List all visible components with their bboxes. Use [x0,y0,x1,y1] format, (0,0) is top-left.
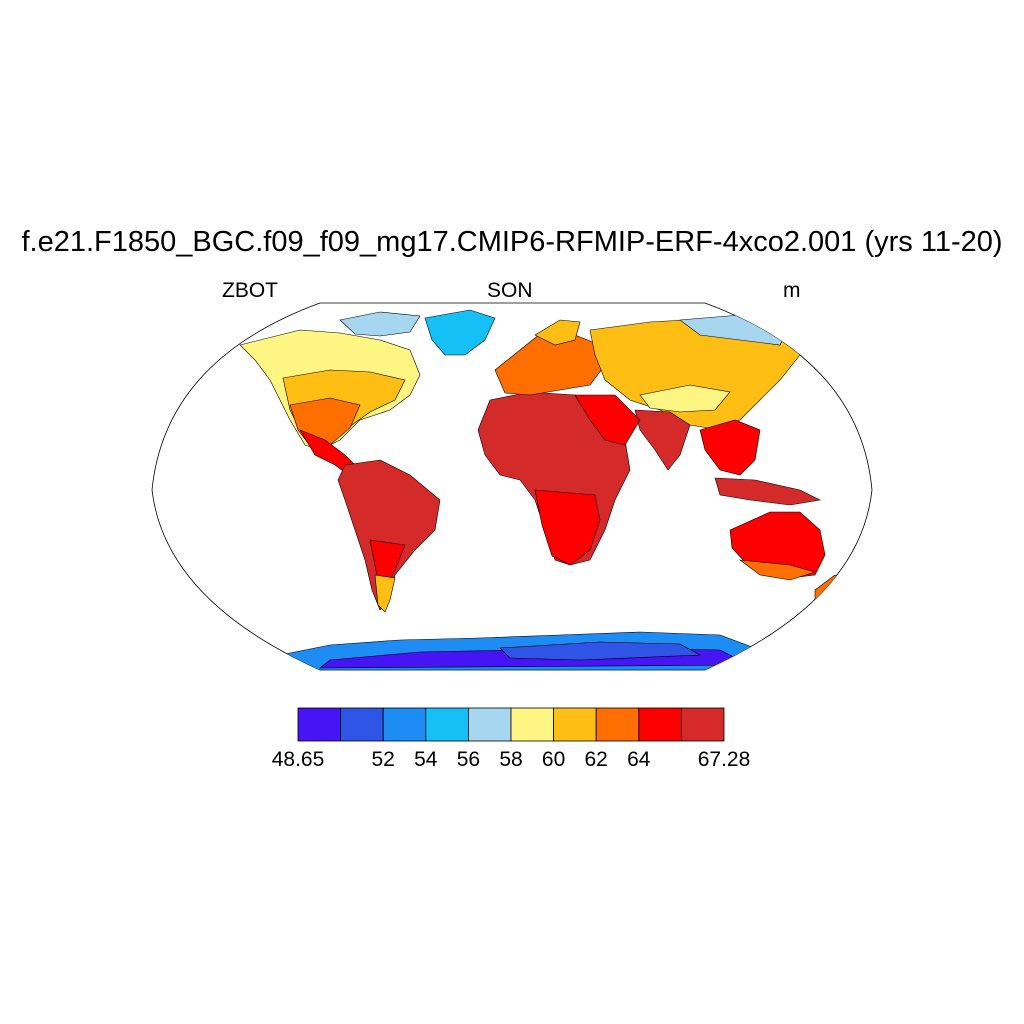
arctic-islands [339,311,421,337]
greenland-land [424,309,496,356]
variable-label: ZBOT [222,279,278,302]
australia-south [738,559,817,581]
india-land [634,409,691,471]
colorbar-box-1 [340,707,384,742]
indonesia-islands [714,477,821,506]
season-label: SON [487,279,533,302]
colorbar [297,707,725,742]
colorbar-box-6 [553,707,597,742]
colorbar-label: 58 [499,748,523,771]
tibet-plateau [639,384,731,413]
colorbar-label: 62 [584,748,608,771]
antarctica-plateau [499,641,702,661]
colorbar-label: 60 [541,748,566,771]
colorbar-label: 54 [414,748,438,771]
colorbar-box-9 [681,707,725,742]
colorbar-box-4 [467,707,512,742]
plot-title: f.e21.F1850_BGC.f09_f09_mg17.CMIP6-RFMIP… [21,226,1003,258]
colorbar-label: 52 [371,748,395,771]
patagonia-land [374,574,396,613]
southeast-asia [699,419,761,476]
middle-east-land [574,394,641,446]
colorbar-box-8 [638,707,682,742]
units-label: m [783,279,801,302]
colorbar-box-7 [595,707,640,742]
colorbar-label: 67.28 [697,748,751,771]
scandinavia-land [534,319,581,346]
africa-south [534,489,601,566]
colorbar-box-2 [382,707,427,742]
colorbar-label: 48.65 [271,748,325,771]
colorbar-box-5 [510,707,554,742]
colorbar-label: 56 [456,748,481,771]
colorbar-box-0 [297,707,341,742]
colorbar-box-3 [425,707,469,742]
colorbar-label: 64 [627,748,651,771]
